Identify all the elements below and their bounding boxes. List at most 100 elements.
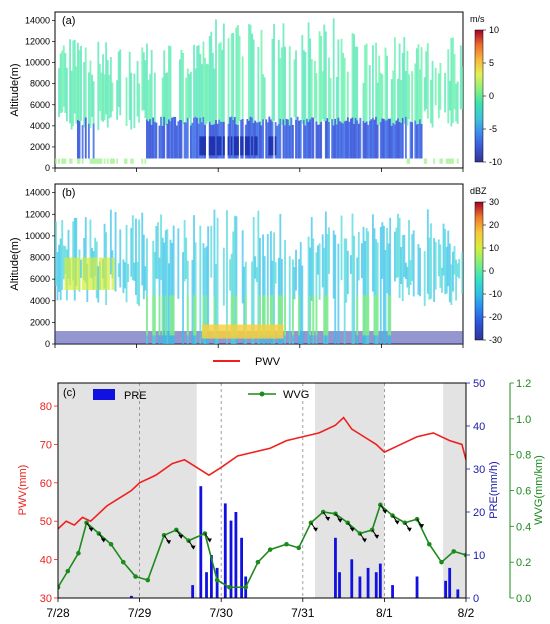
y-tick-label: 12000 [25,37,50,47]
colorbar-tick-label: 10 [489,25,499,35]
reflectivity-cell [222,247,225,306]
pre-bar [191,585,195,598]
reflectivity-cell [406,266,409,288]
reflectivity-cell [350,255,352,274]
y-tick-label: 14000 [25,15,50,25]
velocity-cell [318,124,321,159]
velocity-cell [379,121,382,159]
reflectivity-cell [72,221,75,281]
velocity-cell [147,121,150,159]
velocity-cell [365,121,368,159]
velocity-cell [204,136,206,156]
reflectivity-cell [346,250,349,295]
reflectivity-cell [324,295,327,336]
velocity-cell [262,74,265,120]
wvg-point [451,549,457,554]
wvg-point [463,552,466,558]
y-tick-label: 4000 [30,121,50,131]
reflectivity-cell [448,243,451,303]
reflectivity-cell [362,295,365,336]
reflectivity-cell [386,227,388,294]
colorbar-tick-label: 30 [489,197,499,207]
wvg-point [58,584,61,590]
time-tick-label: 8/1 [376,606,393,620]
reflectivity-cell [295,249,297,291]
velocity-cell [84,47,87,118]
reflectivity-cell [83,257,86,290]
legend-pwv: PWV [213,356,281,368]
velocity-cell [84,117,87,159]
reflectivity-cell [461,252,463,294]
reflectivity-cell [332,230,335,299]
velocity-cell [320,35,323,122]
velocity-cell [273,24,275,121]
pre-bar [444,580,447,598]
velocity-cell [437,73,440,119]
wvg-point [65,568,71,574]
velocity-cell [138,83,141,123]
velocity-cell [324,31,327,121]
reflectivity-cell [103,257,106,290]
velocity-cell [95,158,98,164]
colorbar-tick-label: 5 [489,58,494,68]
reflectivity-cell [213,209,216,344]
reflectivity-cell [75,257,78,290]
reflectivity-cell [458,258,461,279]
velocity-cell [109,57,112,118]
velocity-cell [271,38,274,122]
velocity-cell [277,124,280,159]
panel-b-yticks: 0 2000 4000 6000 8000 10000 12000 14000 [25,188,55,349]
reflectivity-cell [298,295,301,336]
velocity-cell [219,136,222,156]
velocity-cell [448,158,451,164]
night-shading [443,383,466,598]
velocity-cell [359,117,362,159]
reflectivity-cell [103,223,106,289]
velocity-cell [200,64,203,123]
velocity-cell [420,123,423,159]
velocity-cell [208,136,211,156]
wvg-arrow-head [337,518,343,523]
velocity-cell [185,77,188,123]
velocity-cell [299,120,302,159]
pre-tick-label: 30 [473,464,485,476]
velocity-cell [211,52,214,125]
reflectivity-cell [309,295,312,336]
velocity-cell [448,80,451,111]
velocity-cell [196,45,199,118]
reflectivity-cell [398,217,401,298]
reflectivity-cell [273,232,275,344]
velocity-cell [444,72,447,113]
velocity-cell [58,68,61,118]
reflectivity-cell [455,259,458,301]
velocity-cell [343,57,346,122]
velocity-cell [105,42,108,115]
panel-a-yticks: 0 2000 4000 6000 8000 10000 12000 14000 [25,15,55,173]
reflectivity-cell [191,259,194,344]
reflectivity-cell [434,241,437,290]
velocity-cell [73,39,76,114]
velocity-cell [371,45,374,118]
velocity-cell [296,116,299,159]
velocity-cell [307,22,310,122]
pre-bar [374,572,378,598]
velocity-cell [213,136,216,156]
velocity-cell [106,60,109,128]
reflectivity-cell [400,247,403,285]
velocity-cell [98,158,101,164]
velocity-cell [161,77,164,126]
velocity-cell [125,77,128,127]
velocity-cell [409,121,412,159]
velocity-cell [404,116,407,159]
velocity-cell [335,77,338,125]
reflectivity-cell [171,295,173,336]
colorbar-tick-label: -10 [489,157,502,167]
velocity-cell [249,24,252,117]
velocity-cell [185,122,188,159]
velocity-cell [453,54,456,110]
velocity-cell [411,122,414,159]
reflectivity-cell [81,257,84,290]
velocity-cell [447,158,450,164]
velocity-cell [354,46,357,118]
reflectivity-cell [169,239,172,344]
